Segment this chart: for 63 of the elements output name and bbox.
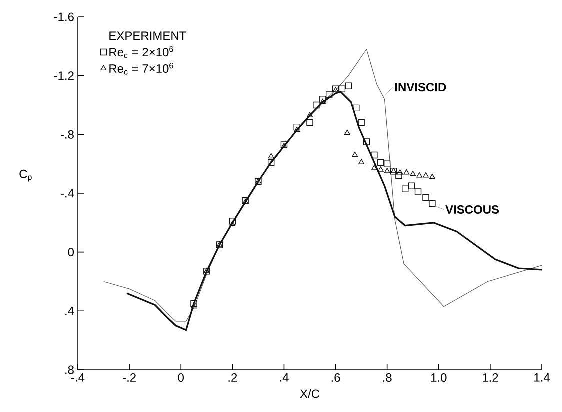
point	[423, 172, 429, 178]
point	[268, 159, 275, 166]
point	[294, 126, 300, 132]
x-tick-label: 1.4	[534, 374, 550, 382]
y-axis-title: C$_{p}$	[20, 170, 32, 182]
point	[378, 159, 384, 166]
x-tick-label: -.4	[72, 374, 85, 382]
point	[353, 104, 360, 112]
point	[363, 138, 370, 146]
point	[371, 152, 378, 159]
y-tick-label: -1.2	[54, 72, 74, 80]
point	[414, 188, 422, 196]
y-tick-label: 0	[68, 248, 74, 257]
x-tick-label: 1.0	[431, 374, 447, 382]
legend-label: Re$_{c}$ = 2×10$^{6}$	[110, 46, 174, 58]
point	[344, 130, 350, 136]
point	[294, 124, 300, 131]
point	[268, 153, 274, 159]
point	[358, 159, 365, 164]
y-tick-label: .4	[66, 307, 74, 316]
point	[230, 221, 236, 226]
y-tick-label: -.8	[61, 130, 74, 139]
annotation: VISCOUS	[446, 205, 500, 214]
point	[307, 112, 313, 118]
point	[384, 168, 390, 174]
point	[410, 171, 416, 176]
point	[358, 120, 365, 126]
point	[338, 86, 346, 92]
legend-label: Re$_{c}$ = 7×10$^{6}$	[110, 62, 174, 75]
point	[384, 160, 391, 168]
point	[320, 98, 326, 104]
x-tick-label: .2	[228, 374, 238, 382]
x-tick-label: 0	[178, 374, 184, 382]
point	[429, 200, 436, 208]
point	[326, 92, 333, 98]
point	[402, 186, 409, 192]
point	[371, 165, 378, 170]
y-tick-label: -.4	[61, 189, 74, 198]
point	[229, 218, 236, 225]
annotation: INVISCID	[395, 83, 446, 92]
point	[378, 166, 384, 172]
point	[352, 152, 358, 158]
point	[313, 102, 320, 109]
point	[429, 174, 436, 180]
legend-title: EXPERIMENT	[110, 32, 186, 40]
x-tick-label: .4	[280, 374, 289, 382]
point	[416, 172, 423, 178]
x-tick-label: 1.2	[483, 374, 498, 382]
point	[320, 96, 326, 103]
y-tick-label: -1.6	[54, 12, 74, 22]
point	[345, 82, 352, 90]
point	[190, 300, 198, 308]
x-axis-title: X/C	[300, 389, 320, 398]
x-tick-label: -.2	[123, 374, 136, 382]
y-tick-label: .8	[66, 366, 74, 374]
point	[397, 170, 404, 175]
point	[422, 194, 430, 202]
point	[408, 182, 416, 190]
x-tick-label: .8	[383, 374, 392, 382]
x-tick-label: .6	[332, 374, 340, 382]
point	[396, 172, 402, 180]
point	[404, 170, 410, 175]
point	[306, 120, 314, 126]
